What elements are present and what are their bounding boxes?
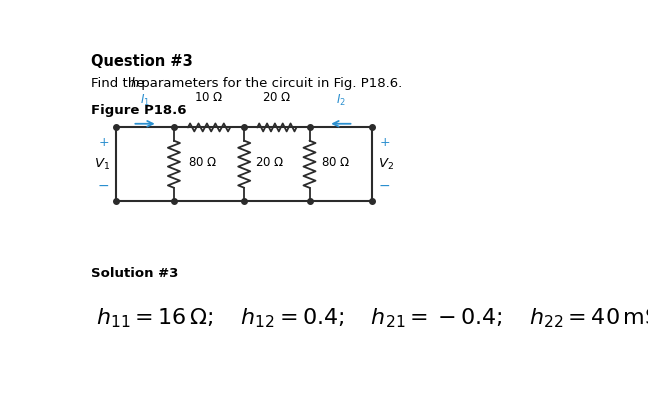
Text: Figure P18.6: Figure P18.6 (91, 104, 187, 117)
Text: $V_2$: $V_2$ (378, 157, 395, 172)
Text: $I_2$: $I_2$ (336, 92, 346, 107)
Text: 20 $\Omega$: 20 $\Omega$ (262, 92, 292, 104)
Text: 10 $\Omega$: 10 $\Omega$ (194, 92, 224, 104)
Text: parameters for the circuit in Fig. P18.6.: parameters for the circuit in Fig. P18.6… (137, 77, 402, 90)
Text: +: + (380, 136, 390, 149)
Text: $h_{11} = 16\,\Omega;$$\quad h_{12} = 0.4;$$\quad h_{21} = -0.4;$$\quad h_{22} =: $h_{11} = 16\,\Omega;$$\quad h_{12} = 0.… (96, 307, 648, 330)
Text: $V_1$: $V_1$ (94, 157, 110, 172)
Text: +: + (98, 136, 109, 149)
Text: $I_1$: $I_1$ (140, 92, 150, 107)
Text: Find the: Find the (91, 77, 149, 90)
Text: h: h (131, 77, 139, 90)
Text: 20 $\Omega$: 20 $\Omega$ (255, 156, 284, 169)
Text: −: − (379, 179, 391, 193)
Text: 80 $\Omega$: 80 $\Omega$ (188, 156, 217, 169)
Text: −: − (98, 179, 110, 193)
Text: Solution #3: Solution #3 (91, 267, 178, 280)
Text: Question #3: Question #3 (91, 54, 193, 69)
Text: 80 $\Omega$: 80 $\Omega$ (321, 156, 350, 169)
